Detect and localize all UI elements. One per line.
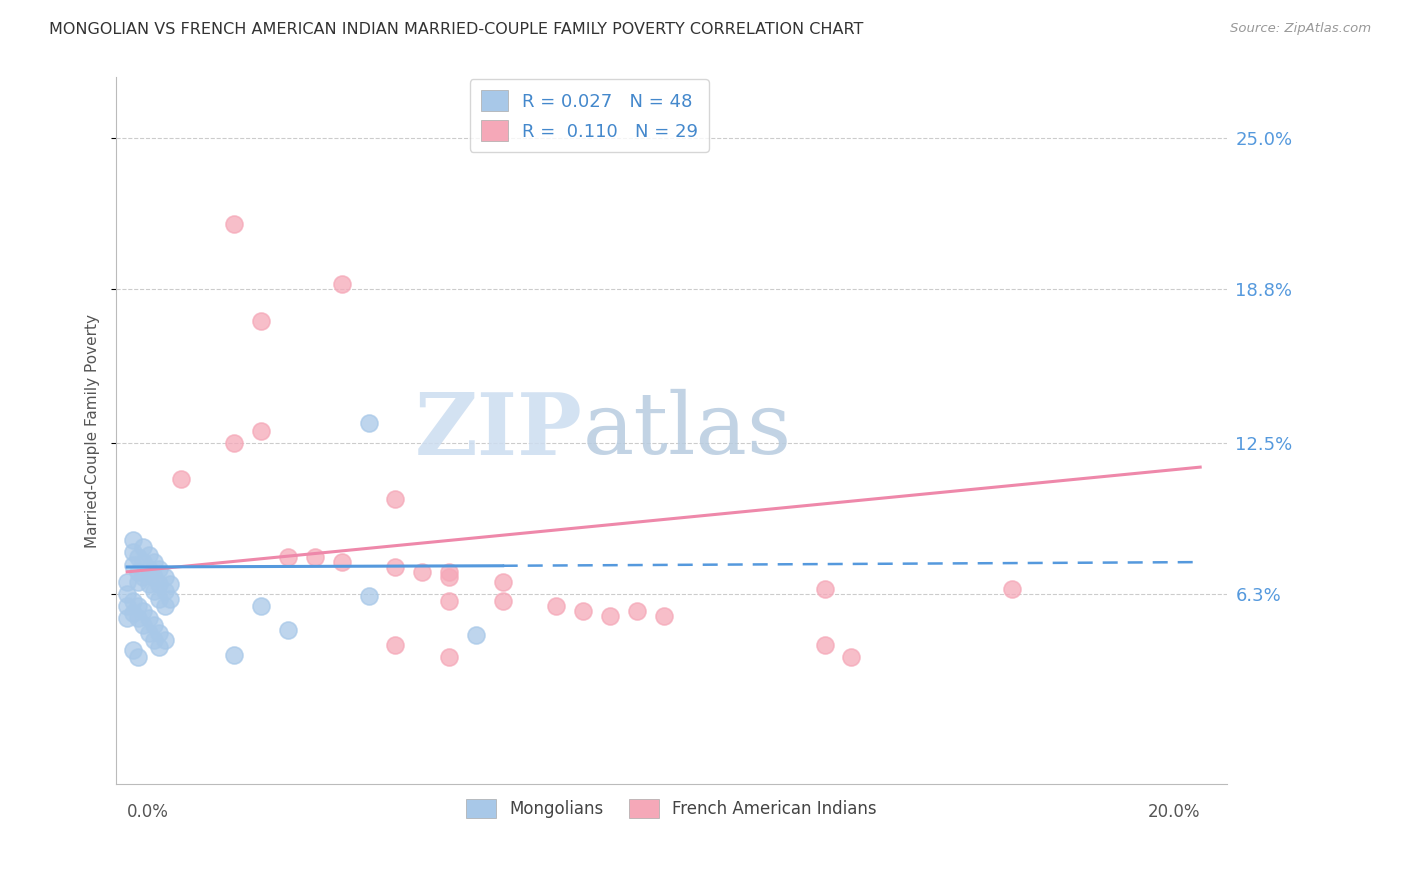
Point [813,638,835,652]
Point [277,624,299,638]
Point [127,550,149,565]
Point [250,314,273,328]
Point [626,604,648,618]
Point [841,650,863,665]
Text: Source: ZipAtlas.com: Source: ZipAtlas.com [1230,22,1371,36]
Point [159,577,181,591]
Point [138,625,160,640]
Point [121,558,143,572]
Point [143,633,166,648]
Point [277,550,299,565]
Point [127,565,149,579]
Point [115,574,138,589]
Point [437,594,460,608]
Point [143,618,166,632]
Point [132,604,155,618]
Point [492,574,515,589]
Point [357,417,380,431]
Point [153,584,176,599]
Point [121,533,143,548]
Point [224,217,246,231]
Point [304,550,326,565]
Point [115,611,138,625]
Point [121,606,143,620]
Point [127,574,149,589]
Point [1001,582,1024,596]
Point [121,594,143,608]
Point [132,570,155,584]
Point [148,640,170,655]
Legend: Mongolians, French American Indians: Mongolians, French American Indians [460,792,883,825]
Point [546,599,568,613]
Point [250,599,273,613]
Point [132,555,155,569]
Point [138,577,160,591]
Point [143,570,166,584]
Point [143,584,166,599]
Text: 20.0%: 20.0% [1147,803,1201,822]
Point [437,570,460,584]
Point [357,589,380,603]
Point [153,633,176,648]
Point [813,582,835,596]
Point [132,618,155,632]
Text: ZIP: ZIP [415,389,583,473]
Point [143,555,166,569]
Point [464,628,486,642]
Point [159,591,181,606]
Point [492,594,515,608]
Text: atlas: atlas [583,389,792,472]
Point [127,599,149,613]
Point [330,277,353,292]
Point [148,562,170,576]
Point [153,599,176,613]
Point [121,642,143,657]
Point [170,472,193,486]
Text: MONGOLIAN VS FRENCH AMERICAN INDIAN MARRIED-COUPLE FAMILY POVERTY CORRELATION CH: MONGOLIAN VS FRENCH AMERICAN INDIAN MARR… [49,22,863,37]
Point [652,608,675,623]
Point [127,611,149,625]
Point [330,555,353,569]
Point [115,587,138,601]
Point [138,548,160,562]
Point [127,650,149,665]
Point [121,545,143,559]
Point [411,565,433,579]
Point [224,648,246,662]
Point [138,562,160,576]
Point [599,608,621,623]
Point [153,570,176,584]
Point [384,491,406,506]
Point [115,599,138,613]
Point [148,625,170,640]
Point [437,650,460,665]
Point [132,541,155,555]
Point [224,435,246,450]
Point [384,560,406,574]
Point [148,577,170,591]
Point [572,604,595,618]
Point [437,565,460,579]
Y-axis label: Married-Couple Family Poverty: Married-Couple Family Poverty [86,314,100,548]
Point [138,611,160,625]
Point [250,424,273,438]
Text: 0.0%: 0.0% [127,803,169,822]
Point [148,591,170,606]
Point [384,638,406,652]
